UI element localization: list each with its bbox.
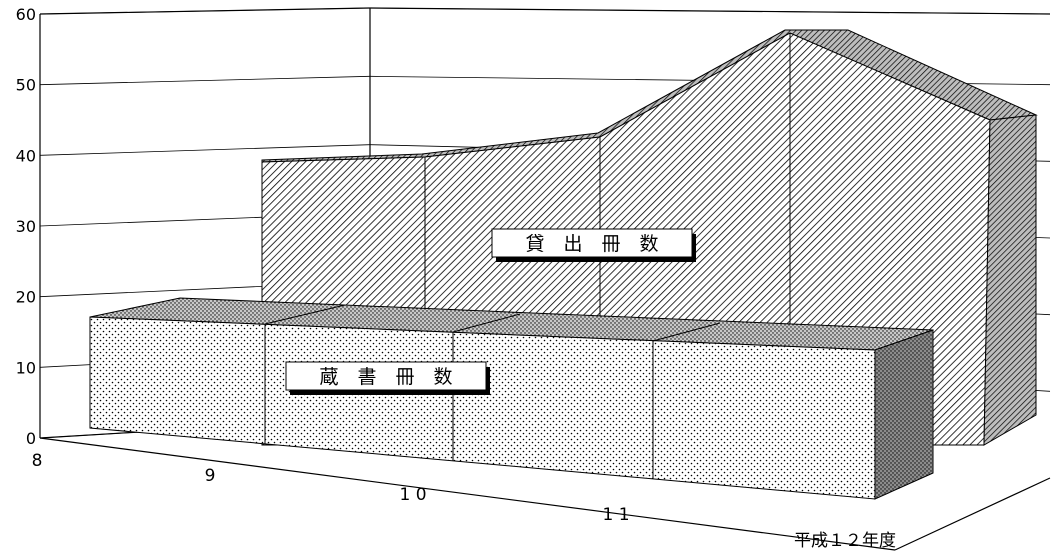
holdings-side-face: [874, 329, 934, 500]
floor-front-edge: [39, 437, 896, 551]
gridline-left-60: [39, 7, 371, 15]
gridline-back-60: [369, 7, 1051, 15]
holdings-label-box: 蔵 書 冊 数: [285, 361, 490, 395]
y-tick-label: 30: [16, 217, 36, 236]
y-tick-label: 0: [26, 429, 36, 448]
x-axis-labels: 8 9 1 0 1 1 平成１２年度: [32, 451, 896, 551]
loans-label-box: 貸 出 冊 数: [491, 228, 696, 262]
floor-right-edge: [894, 477, 1051, 551]
series-holdings: [89, 297, 934, 500]
loans-label: 貸 出 冊 数: [525, 233, 658, 255]
y-tick-label: 60: [16, 5, 36, 24]
x-category-label: 1 1: [602, 505, 629, 525]
y-tick-label: 40: [16, 146, 36, 165]
loans-side-face: [983, 114, 1037, 446]
y-axis-ticks: 0 10 20 30 40 50 60: [16, 5, 36, 448]
x-category-label: 8: [32, 451, 43, 471]
x-category-label: 1 0: [399, 485, 426, 505]
holdings-top-seam-10: [452, 313, 521, 333]
x-category-label: 平成１２年度: [794, 531, 896, 551]
y-tick-label: 50: [16, 76, 36, 95]
holdings-top-seam-11: [652, 322, 721, 342]
x-category-label: 9: [205, 466, 216, 486]
y-tick-label: 10: [16, 358, 36, 377]
y-tick-label: 20: [16, 288, 36, 307]
holdings-label: 蔵 書 冊 数: [319, 366, 452, 388]
holdings-top-seam-9: [264, 304, 346, 325]
gridline-left-40: [39, 144, 371, 156]
gridline-left-50: [39, 75, 371, 86]
